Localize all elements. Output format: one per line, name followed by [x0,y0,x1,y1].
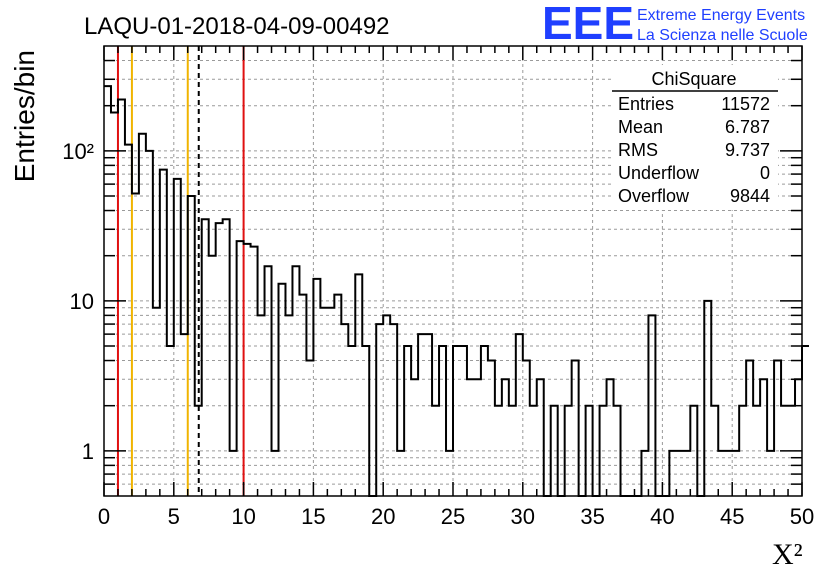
stats-box-background [612,65,778,210]
stats-value: 9844 [730,186,770,206]
x-tick-label: 50 [790,504,814,529]
stats-title: ChiSquare [651,69,736,89]
x-tick-label: 40 [650,504,674,529]
logo-line-1: Extreme Energy Events [637,7,805,24]
x-tick-label: 20 [371,504,395,529]
run-title: LAQU-01-2018-04-09-00492 [84,13,390,40]
tick-labels: 0 5 10 15 20 25 30 35 40 45 50 1 10 10² [62,139,814,529]
logo-mark: EEE [542,0,634,49]
x-tick-label: 35 [580,504,604,529]
stats-value: 6.787 [725,117,770,137]
x-tick-label: 10 [231,504,255,529]
x-tick-label: 45 [720,504,744,529]
plot-frame [103,45,803,497]
x-tick-label: 30 [511,504,535,529]
stats-box: ChiSquare Entries 11572 Mean 6.787 RMS 9.737 U… [612,65,778,210]
x-tick-label: 5 [168,504,180,529]
stats-label: RMS [618,140,658,160]
stats-label: Underflow [618,163,700,183]
y-tick-label: 10 [70,289,94,314]
stats-label: Entries [618,94,674,114]
axis-ticks [103,46,803,496]
y-axis-title: Entries/bin [9,50,40,182]
x-axis-title: X² [772,538,803,571]
x-tick-label: 15 [301,504,325,529]
y-tick-label: 1 [82,439,94,464]
stats-label: Mean [618,117,663,137]
grid-lines [103,46,803,496]
eee-logo: EEE Extreme Energy Events La Scienza nel… [542,0,808,49]
histogram-series [104,85,809,497]
stats-value: 9.737 [725,140,770,160]
stats-value: 11572 [721,94,770,114]
stats-label: Overflow [618,186,690,206]
y-tick-label: 10² [62,139,94,164]
logo-line-2: La Scienza nelle Scuole [637,27,808,44]
x-tick-label: 0 [98,504,110,529]
reference-lines [116,46,245,496]
stats-value: 0 [760,163,770,183]
x-tick-label: 25 [441,504,465,529]
